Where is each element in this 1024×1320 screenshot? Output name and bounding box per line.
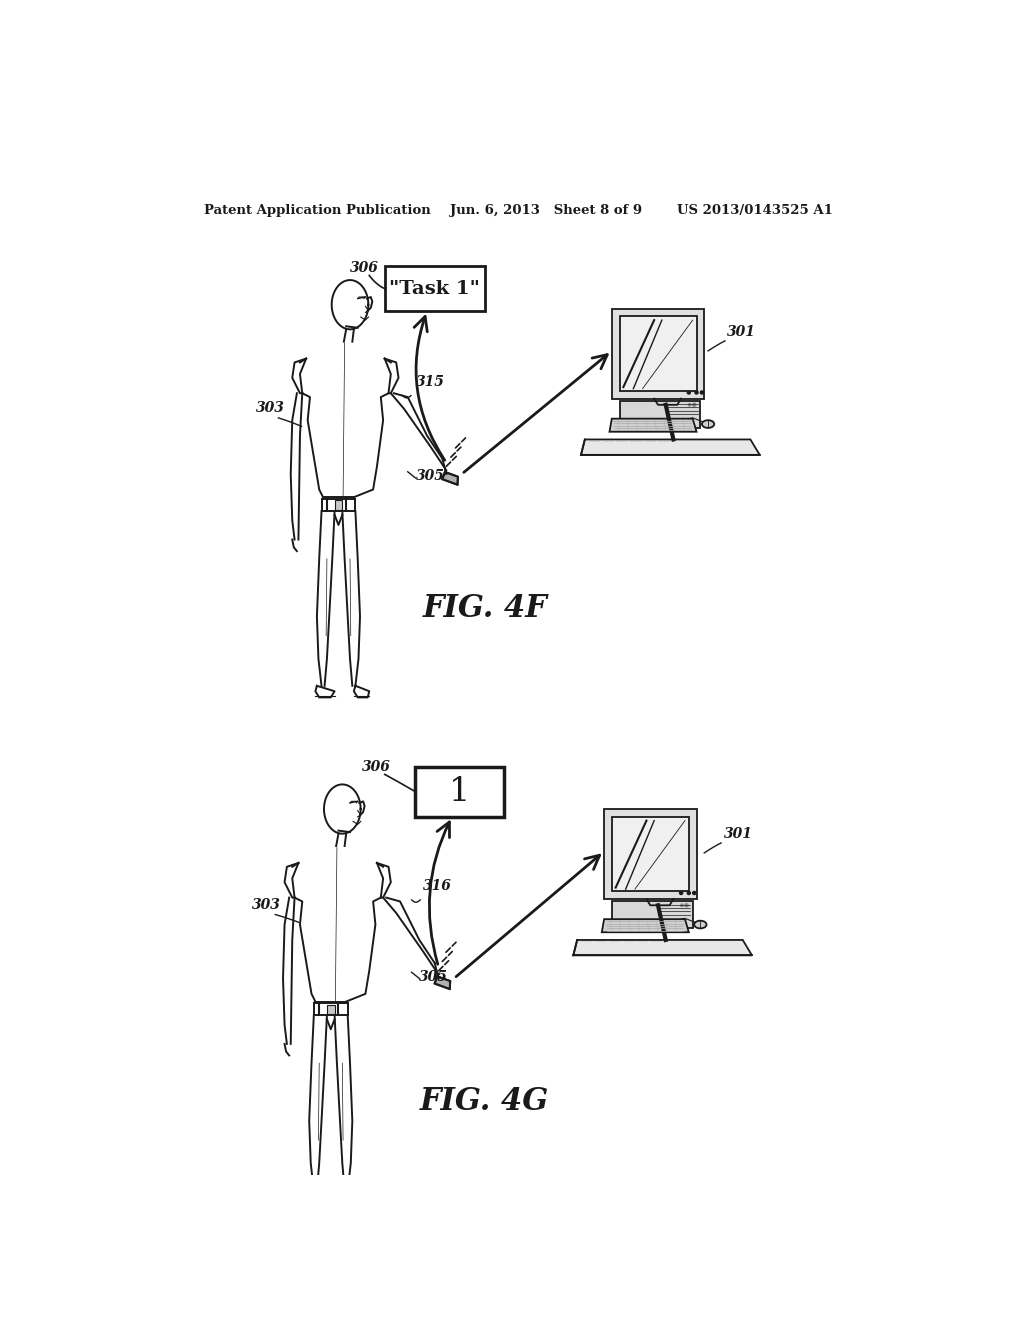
Text: Patent Application Publication: Patent Application Publication <box>204 205 430 218</box>
Circle shape <box>692 404 695 407</box>
Circle shape <box>692 891 695 895</box>
Text: US 2013/0143525 A1: US 2013/0143525 A1 <box>677 205 834 218</box>
Text: 306: 306 <box>361 759 390 774</box>
Circle shape <box>688 404 691 407</box>
Polygon shape <box>609 418 696 432</box>
FancyBboxPatch shape <box>385 267 484 312</box>
Polygon shape <box>611 817 689 891</box>
Text: 305: 305 <box>416 470 444 483</box>
Polygon shape <box>620 401 700 428</box>
Text: 303: 303 <box>256 401 285 416</box>
Bar <box>327 1005 335 1014</box>
Polygon shape <box>434 977 451 989</box>
Text: 301: 301 <box>727 325 756 338</box>
Text: 303: 303 <box>252 898 282 912</box>
Circle shape <box>695 391 698 393</box>
Text: 305: 305 <box>419 970 449 983</box>
Text: 301: 301 <box>724 826 753 841</box>
Text: 306: 306 <box>350 261 379 276</box>
Circle shape <box>685 904 688 907</box>
Polygon shape <box>442 473 458 484</box>
Polygon shape <box>620 317 696 391</box>
Circle shape <box>700 391 703 393</box>
Polygon shape <box>602 919 689 932</box>
Text: "Task 1": "Task 1" <box>389 280 480 297</box>
Text: FIG. 4G: FIG. 4G <box>420 1086 550 1117</box>
Polygon shape <box>581 440 760 455</box>
Circle shape <box>687 891 690 895</box>
Text: FIG. 4F: FIG. 4F <box>422 594 547 624</box>
Text: 1: 1 <box>450 776 470 808</box>
Text: Jun. 6, 2013   Sheet 8 of 9: Jun. 6, 2013 Sheet 8 of 9 <box>451 205 642 218</box>
Polygon shape <box>611 309 705 399</box>
Circle shape <box>687 391 690 393</box>
Bar <box>335 500 342 510</box>
Polygon shape <box>611 902 692 928</box>
Ellipse shape <box>694 921 707 928</box>
FancyBboxPatch shape <box>416 767 504 817</box>
Polygon shape <box>573 940 752 956</box>
Circle shape <box>681 904 683 907</box>
Ellipse shape <box>701 420 714 428</box>
Text: 315: 315 <box>416 375 444 388</box>
Polygon shape <box>604 809 696 899</box>
Circle shape <box>680 891 683 895</box>
Text: 316: 316 <box>423 879 452 892</box>
